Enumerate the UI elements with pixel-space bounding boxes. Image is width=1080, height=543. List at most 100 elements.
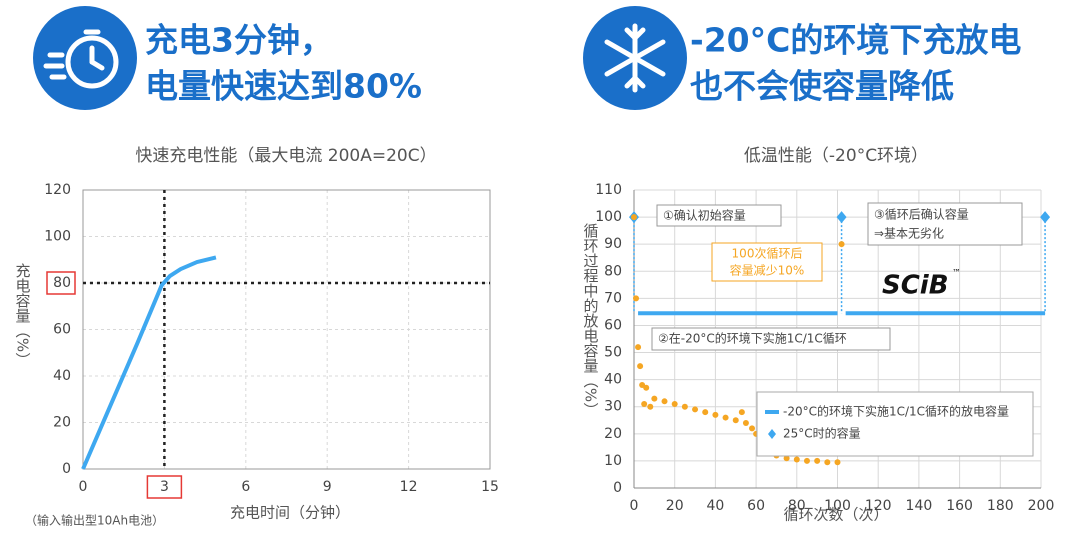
callout-box [867,202,1023,246]
dot [738,409,745,416]
y-tick-label: 40 [53,368,71,384]
header-left: 充电3分钟， 电量快速达到80% [33,6,422,110]
header-line: 充电3分钟， [145,21,333,60]
y-tick-label: 60 [53,322,71,338]
dot [643,384,650,391]
y-tick-label: 0 [613,480,622,496]
dot [641,401,648,408]
x-tick-label: 180 [987,498,1014,514]
y-tick-label: 70 [604,290,622,306]
note: （输入输出型10Ah电池） [25,513,164,528]
chart-right: 低温性能（-20°C环境） 循环次数（次） 循环过程中的放电容量（%） 0 10 2… [582,146,1055,524]
annotation: 容量减少10% [730,263,805,278]
y-tick-label: 0 [62,461,71,477]
logo: SCiB [882,271,949,301]
annotations: ①确认初始容量 ③循环后确认容量 ⇒基本无劣化 100次循环后 容量减少10% … [651,202,1023,351]
dot [631,214,637,221]
annotation: ②在-20°C的环境下实施1C/1C循环 [658,331,847,346]
y-tick-label: 50 [604,345,622,361]
snowflake-icon [604,23,666,93]
dot [742,419,749,426]
chart-left: 快速充电性能（最大电流 200A=20C） 充电时间（分钟） 充电容量（%） （… [14,146,499,528]
y-tick-label: 20 [604,426,622,442]
x-tick-label: 12 [400,479,418,495]
x-tick-label: 3 [160,479,169,495]
y-tick-label: 100 [595,209,622,225]
x-axis-label: 循环次数（次） [783,506,888,524]
y-axis-label: 循环过程中的放电容量（%） [582,223,600,417]
x-tick-label: 120 [865,498,892,514]
chart-title: 快速充电性能（最大电流 200A=20C） [135,146,436,166]
callout-box [711,242,823,282]
annotation: ⇒基本无劣化 [874,227,944,241]
tick-highlight [146,475,183,499]
dot [722,414,729,421]
dot [732,417,739,424]
dot [692,406,699,413]
x-tick-label: 0 [79,479,88,495]
annotation: ③循环后确认容量 [874,207,969,222]
annotation: ①确认初始容量 [663,208,746,223]
x-tick-label: 60 [747,498,765,514]
dot [814,457,821,464]
dot [651,395,658,402]
dot [633,295,640,302]
dot [749,425,756,432]
icon-bg [33,6,137,110]
y-tick-label: 60 [604,317,622,333]
annotation: 100次循环后 [732,247,803,261]
dot [637,363,644,370]
dot [681,403,688,410]
dot [834,459,841,466]
dot [803,457,810,464]
header-right: -20°C的环境下充放电 也不会使容量降低 [583,6,1021,110]
x-tick-label: 20 [666,498,684,514]
x-axis-label: 充电时间（分钟） [230,504,350,522]
tick-highlight [46,271,76,295]
dot [661,398,668,405]
chart-title: 低温性能（-20°C环境） [744,146,928,166]
dot [635,344,642,351]
y-tick-label: 40 [604,372,622,388]
marker [1040,211,1051,224]
header-line: 也不会使容量降低 [690,67,954,106]
y-tick-label: 20 [53,415,71,431]
marker [836,211,847,224]
legend-swatch [768,429,776,439]
callout-box [651,327,891,351]
y-tick-label: 80 [53,275,71,291]
dot [712,411,719,418]
dot [783,455,790,462]
y-tick-label: 10 [604,453,622,469]
x-tick-label: 200 [1028,498,1055,514]
y-axis-label: 充电容量（%） [14,263,32,367]
y-tick-label: 110 [595,182,622,198]
stopwatch-icon [43,29,119,89]
x-tick-label: 40 [706,498,724,514]
y-tick-label: 90 [604,236,622,252]
dot [793,456,800,463]
legend-label: -20°C的环境下实施1C/1C循环的放电容量 [783,404,1009,419]
x-tick-label: 9 [323,479,332,495]
x-tick-label: 15 [481,479,499,495]
logo-mark: ™ [952,269,961,279]
dot [838,241,845,248]
x-tick-label: 100 [824,498,851,514]
series-line [81,255,217,470]
header-line: 电量快速达到80% [145,67,422,106]
plot-frame [82,189,491,470]
dot [671,401,678,408]
dot [647,403,654,410]
plot: 0 10 20 30 40 50 60 70 80 90 100 110 0 20 40 60 80 100 120… [595,182,1054,514]
y-tick-label: 30 [604,399,622,415]
x-tick-label: 160 [946,498,973,514]
callout-box [656,204,782,227]
dot [824,459,831,466]
plot: 0 20 40 60 80 100 120 0 3 6 9 12 15 [44,182,499,499]
dot [702,409,709,416]
legend-box [756,391,1034,457]
y-tick-label: 120 [44,182,71,198]
y-tick-label: 100 [44,229,71,245]
x-tick-label: 140 [906,498,933,514]
